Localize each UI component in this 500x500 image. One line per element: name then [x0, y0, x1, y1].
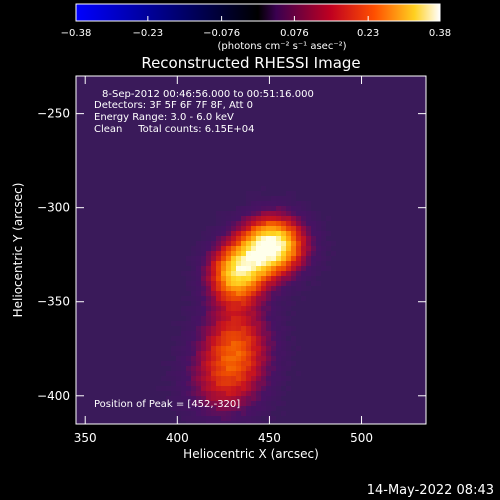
- info-detectors: Detectors: 3F 5F 6F 7F 8F, Att 0: [94, 100, 253, 111]
- chart-title: Reconstructed RHESSI Image: [141, 54, 360, 72]
- x-axis-label: Heliocentric X (arcsec): [183, 447, 319, 461]
- colorbar-unit-label: (photons cm⁻² s⁻¹ asec⁻²): [217, 41, 346, 52]
- footer-timestamp: 14-May-2022 08:43: [367, 483, 494, 498]
- y-tick-label: −250: [37, 107, 70, 121]
- x-tick-label: 450: [258, 431, 281, 445]
- info-energy-range: Energy Range: 3.0 - 6.0 keV: [94, 112, 234, 123]
- peak-position-label: Position of Peak = [452,-320]: [94, 399, 240, 410]
- colorbar: [75, 3, 441, 22]
- y-tick-label: −350: [37, 295, 70, 309]
- y-axis-label: Heliocentric Y (arcsec): [11, 183, 25, 318]
- info-time-range: 8-Sep-2012 00:46:56.000 to 00:51:16.000: [102, 89, 314, 100]
- colorbar-tick-label: −0.076: [203, 28, 240, 39]
- x-tick-label: 350: [74, 431, 97, 445]
- y-axis-ticks: −250 −300 −350 −400: [37, 107, 426, 403]
- plot-frame: [75, 75, 427, 425]
- heatmap-image: [156, 186, 336, 424]
- y-tick-label: −400: [37, 389, 70, 403]
- colorbar-tick-label: −0.38: [61, 28, 92, 39]
- x-tick-label: 400: [166, 431, 189, 445]
- x-axis-ticks: 350 400 450 500: [74, 76, 373, 445]
- colorbar-tick-label: 0.38: [429, 28, 451, 39]
- colorbar-ticks: −0.38 −0.23 −0.076 0.076 0.23 0.38: [61, 16, 451, 39]
- colorbar-tick-label: 0.076: [280, 28, 309, 39]
- colorbar-tick-label: 0.23: [357, 28, 379, 39]
- y-tick-label: −300: [37, 201, 70, 215]
- x-tick-label: 500: [350, 431, 373, 445]
- colorbar-tick-label: −0.23: [133, 28, 164, 39]
- observation-info: 8-Sep-2012 00:46:56.000 to 00:51:16.000 …: [94, 89, 314, 135]
- info-clean-counts: Clean Total counts: 6.15E+04: [94, 124, 254, 135]
